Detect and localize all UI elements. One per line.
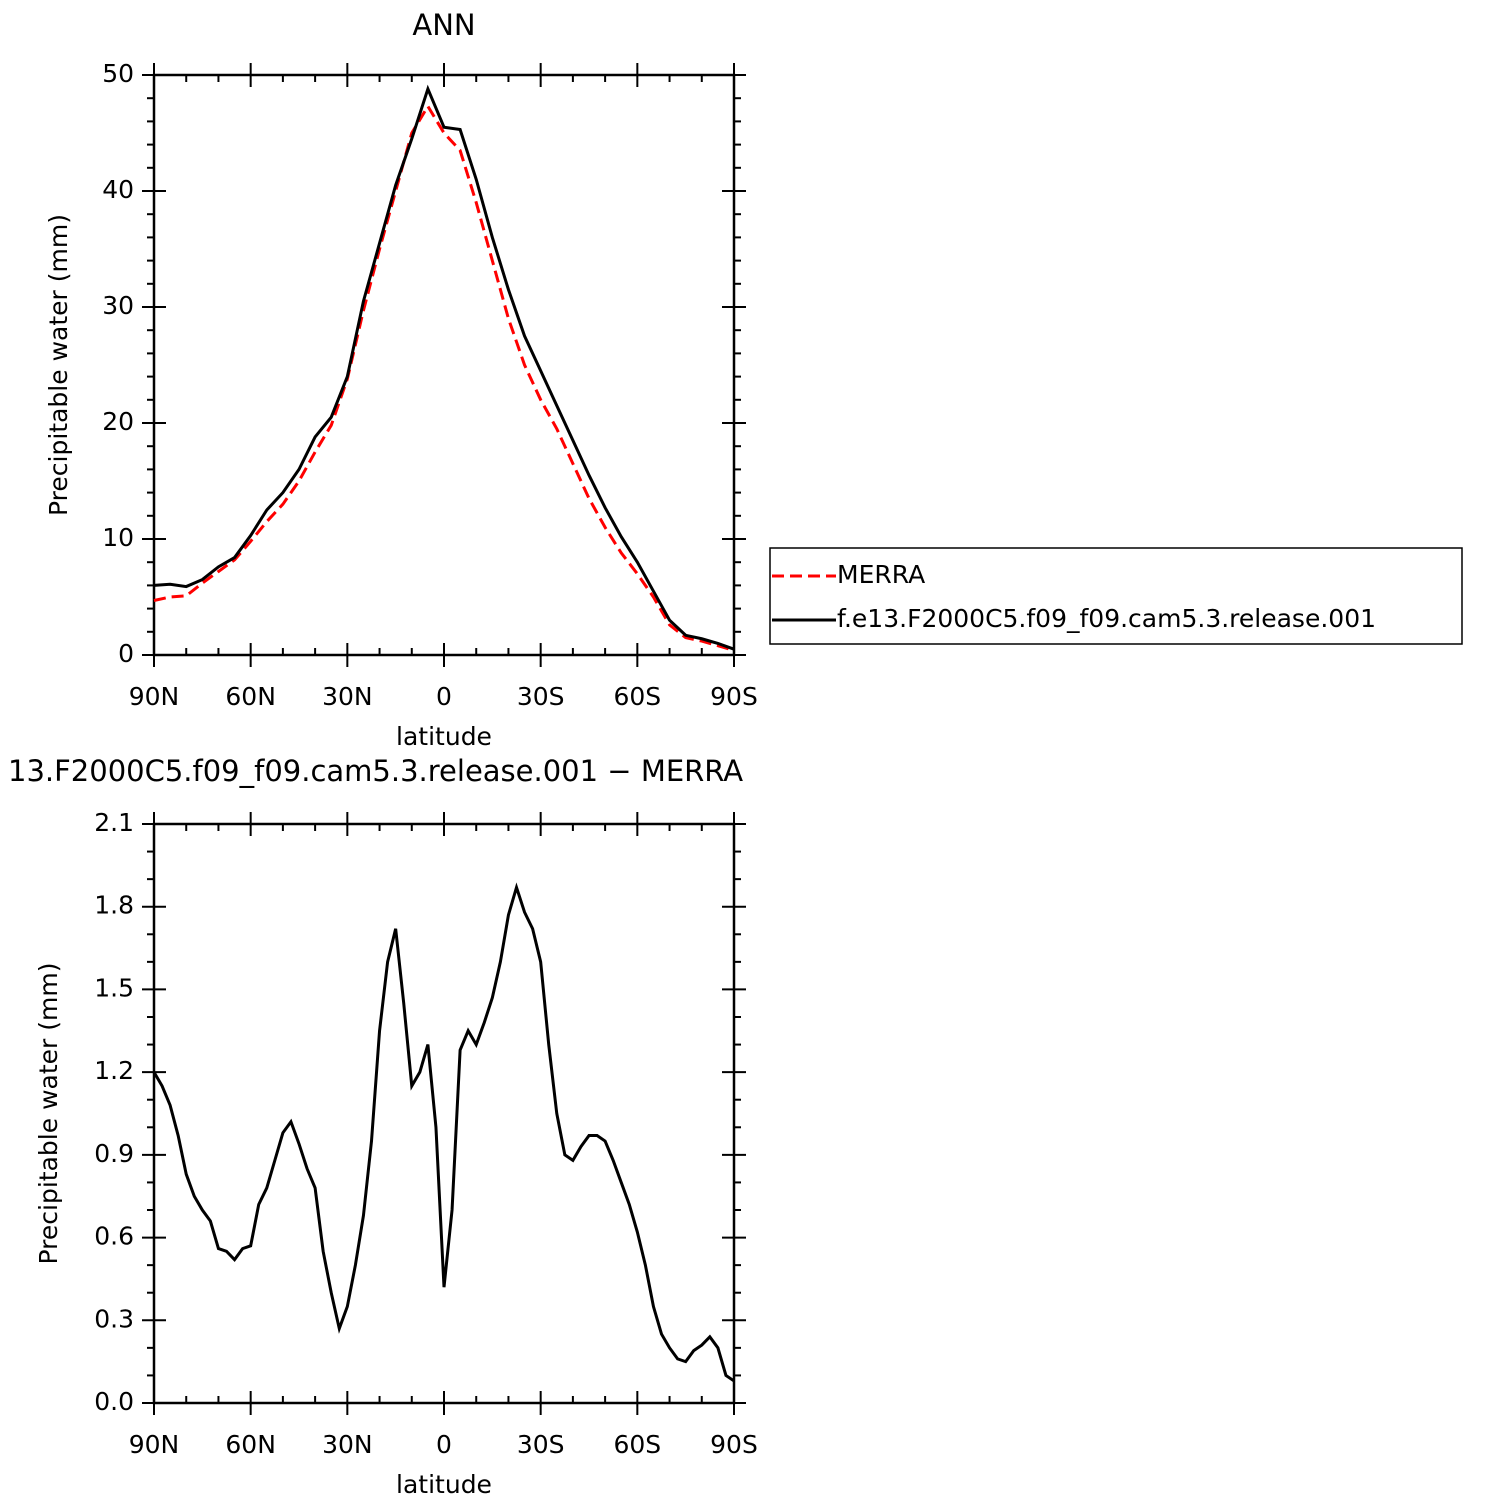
y-tick-label: 10 (102, 523, 134, 552)
legend-label: MERRA (837, 560, 925, 589)
y-tick-label: 2.1 (94, 808, 134, 837)
x-tick-label: 60S (613, 682, 661, 711)
y-tick-label: 40 (102, 175, 134, 204)
chart-title: ANN (412, 8, 475, 42)
x-tick-label: 90S (710, 682, 758, 711)
y-tick-label: 0 (118, 639, 134, 668)
x-tick-label: 0 (436, 1430, 452, 1459)
y-tick-label: 0.6 (94, 1222, 134, 1251)
y-tick-label: 0.0 (94, 1387, 134, 1416)
y-tick-label: 0.3 (94, 1304, 134, 1333)
x-tick-label: 30N (322, 682, 373, 711)
data-line (153, 103, 735, 652)
x-tick-label: 60N (225, 682, 276, 711)
x-tick-label: 90N (129, 682, 180, 711)
x-tick-label: 30S (517, 682, 565, 711)
y-tick-label: 30 (102, 291, 134, 320)
plot-frame (152, 73, 736, 657)
x-tick-label: 30S (517, 1430, 565, 1459)
data-line (153, 84, 735, 651)
x-tick-label: 0 (436, 682, 452, 711)
legend-box (769, 547, 1463, 645)
x-axis-label: latitude (396, 1470, 492, 1499)
chart-title: 13.F2000C5.f09_f09.cam5.3.release.001 − … (8, 754, 743, 788)
plot-frame (152, 822, 736, 1405)
x-axis-label: latitude (396, 722, 492, 751)
x-tick-label: 90S (710, 1430, 758, 1459)
y-axis-label: Precipitable water (mm) (44, 214, 73, 516)
y-tick-label: 20 (102, 407, 134, 436)
y-tick-label: 1.8 (94, 891, 134, 920)
data-line (152, 882, 735, 1383)
y-tick-label: 50 (102, 59, 134, 88)
legend-label: f.e13.F2000C5.f09_f09.cam5.3.release.001 (837, 604, 1376, 633)
x-tick-label: 30N (322, 1430, 373, 1459)
x-tick-label: 60N (225, 1430, 276, 1459)
y-tick-label: 0.9 (94, 1139, 134, 1168)
y-tick-label: 1.5 (94, 973, 134, 1002)
y-tick-label: 1.2 (94, 1056, 134, 1085)
y-axis-label: Precipitable water (mm) (34, 963, 63, 1265)
x-tick-label: 90N (129, 1430, 180, 1459)
x-tick-label: 60S (613, 1430, 661, 1459)
